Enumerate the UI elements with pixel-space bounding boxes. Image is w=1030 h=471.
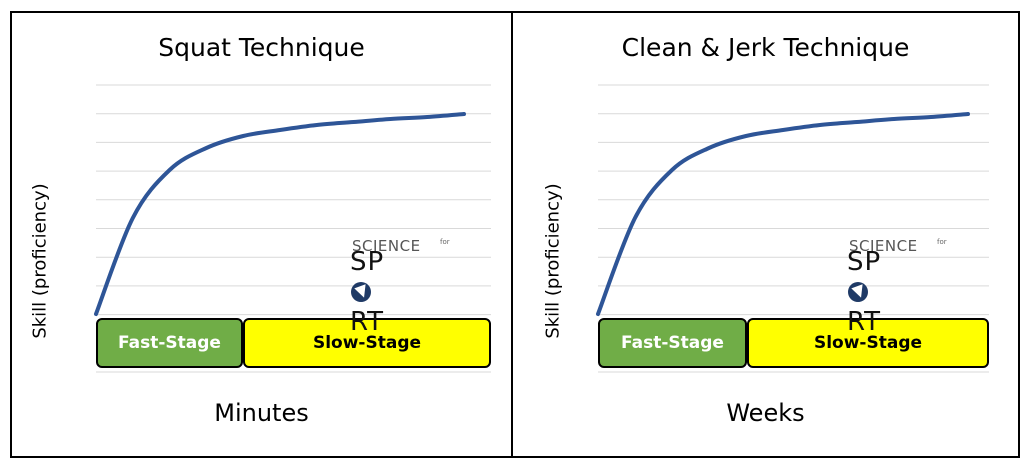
logo-o-icon — [351, 282, 371, 302]
x-axis-label: Minutes — [214, 399, 309, 427]
chart-panel-clean-jerk: Clean & Jerk Technique Skill (proficienc… — [513, 13, 1018, 456]
logo-sport-text: SPRT — [847, 247, 882, 337]
x-axis-label: Weeks — [726, 399, 805, 427]
panel-divider — [511, 11, 513, 458]
fast-stage-box: Fast-Stage — [96, 318, 243, 368]
slow-stage-box: Slow-Stage — [243, 318, 491, 368]
logo-for-text: for — [937, 238, 947, 246]
slow-stage-label: Slow-Stage — [813, 333, 923, 353]
figure-frame — [10, 11, 1020, 458]
slow-stage-label: Slow-Stage — [312, 333, 422, 353]
chart-panel-squat: Squat Technique Skill (proficiency) Fast… — [12, 13, 511, 456]
skill-curve-line — [94, 112, 466, 316]
fast-stage-box: Fast-Stage — [598, 318, 747, 368]
fast-stage-label: Fast-Stage — [118, 333, 221, 353]
logo-o-icon — [848, 282, 868, 302]
logo-sport-text: SPRT — [350, 247, 385, 337]
chart-title: Clean & Jerk Technique — [621, 33, 910, 62]
slow-stage-box: Slow-Stage — [747, 318, 989, 368]
chart-title: Squat Technique — [158, 33, 365, 62]
chart-plot-clean-jerk — [596, 84, 989, 373]
logo-for-text: for — [440, 238, 450, 246]
chart-plot-squat — [94, 84, 491, 373]
fast-stage-label: Fast-Stage — [621, 333, 724, 353]
logo-science-text: SCIENCE — [352, 237, 421, 255]
skill-curve-line — [596, 112, 970, 316]
logo-science-text: SCIENCE — [849, 237, 918, 255]
